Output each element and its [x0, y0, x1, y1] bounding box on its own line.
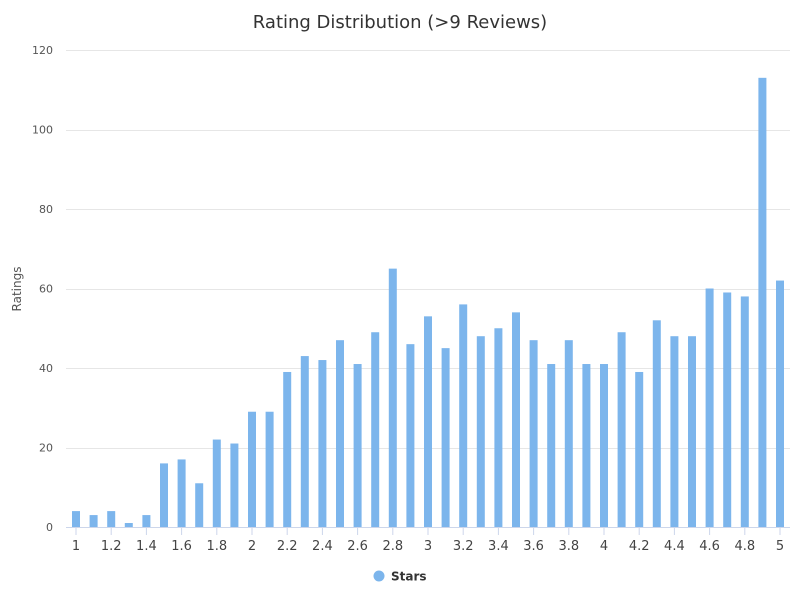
- x-tick-label: 3: [424, 539, 432, 554]
- bar[interactable]: [476, 336, 485, 527]
- bar[interactable]: [617, 332, 626, 527]
- y-tick-label: 100: [32, 124, 53, 137]
- bar[interactable]: [494, 328, 503, 527]
- bar[interactable]: [72, 511, 80, 527]
- x-tick-label: 2.6: [347, 539, 368, 554]
- bar[interactable]: [212, 439, 221, 527]
- bar[interactable]: [283, 371, 292, 527]
- bar[interactable]: [600, 364, 608, 527]
- x-tick-label: 4.4: [664, 539, 685, 554]
- x-tick-label: 4: [600, 539, 608, 554]
- bar[interactable]: [705, 288, 714, 528]
- x-tick-label: 4.6: [699, 539, 720, 554]
- bar[interactable]: [265, 411, 274, 527]
- y-tick-label: 0: [46, 521, 53, 534]
- bar[interactable]: [564, 340, 573, 527]
- y-tick-label: 120: [32, 44, 53, 57]
- x-tick-label: 3.8: [558, 539, 579, 554]
- x-tick-label: 5: [776, 539, 784, 554]
- bar[interactable]: [336, 340, 344, 527]
- bar[interactable]: [388, 268, 397, 528]
- x-tick-label: 1.8: [206, 539, 227, 554]
- x-tick-label: 1: [72, 539, 80, 554]
- bar[interactable]: [230, 443, 239, 527]
- x-tick-label: 1.4: [136, 539, 157, 554]
- bar[interactable]: [300, 356, 309, 527]
- x-tick-label: 4.8: [734, 539, 755, 554]
- x-tick-label: 3.2: [453, 539, 474, 554]
- y-axis-ticks: 0 20 40 60 80 100 120: [32, 44, 53, 534]
- y-tick-label: 40: [39, 362, 53, 375]
- bar[interactable]: [124, 523, 133, 527]
- x-axis-ticks: 1 1.2 1.4 1.6 1.8 2 2.2 2.4 2.6 2.8 3 3.2 3.4 3.6 3.8 4…: [72, 527, 784, 554]
- y-tick-label: 80: [39, 203, 53, 216]
- y-axis-label: Ratings: [10, 267, 24, 312]
- bar[interactable]: [441, 348, 450, 528]
- bar[interactable]: [635, 371, 644, 527]
- bar[interactable]: [459, 304, 468, 527]
- chart-title: Rating Distribution (>9 Reviews): [253, 12, 547, 33]
- bar[interactable]: [723, 292, 732, 527]
- bar[interactable]: [582, 364, 591, 527]
- legend-marker[interactable]: [373, 570, 385, 582]
- bar[interactable]: [318, 360, 327, 527]
- bar[interactable]: [424, 316, 432, 527]
- bar[interactable]: [740, 296, 749, 527]
- bar[interactable]: [371, 332, 380, 527]
- bar[interactable]: [195, 483, 204, 527]
- x-tick-label: 2: [248, 539, 256, 554]
- bar[interactable]: [547, 364, 556, 527]
- bar-series: [72, 77, 784, 528]
- x-tick-label: 3.4: [488, 539, 509, 554]
- bar[interactable]: [107, 511, 116, 527]
- bar[interactable]: [160, 463, 168, 527]
- bar[interactable]: [177, 459, 186, 527]
- bar[interactable]: [776, 280, 784, 527]
- bar[interactable]: [248, 411, 256, 527]
- x-tick-label: 4.2: [629, 539, 650, 554]
- x-tick-label: 2.8: [382, 539, 403, 554]
- x-tick-label: 3.6: [523, 539, 544, 554]
- bar[interactable]: [142, 515, 151, 527]
- grid-lines: [66, 50, 790, 449]
- bar[interactable]: [652, 320, 661, 527]
- y-tick-label: 60: [39, 283, 53, 296]
- bar[interactable]: [670, 336, 679, 527]
- bar[interactable]: [89, 515, 98, 527]
- bar[interactable]: [406, 344, 415, 527]
- bar[interactable]: [353, 364, 362, 527]
- bar[interactable]: [512, 312, 520, 527]
- x-tick-label: 2.2: [277, 539, 298, 554]
- bar[interactable]: [688, 336, 696, 527]
- legend[interactable]: Stars: [373, 570, 427, 584]
- bar[interactable]: [529, 340, 538, 527]
- legend-label[interactable]: Stars: [391, 570, 427, 584]
- x-tick-label: 1.2: [101, 539, 122, 554]
- x-tick-label: 2.4: [312, 539, 333, 554]
- bar[interactable]: [758, 77, 767, 527]
- x-tick-label: 1.6: [171, 539, 192, 554]
- y-tick-label: 20: [39, 442, 53, 455]
